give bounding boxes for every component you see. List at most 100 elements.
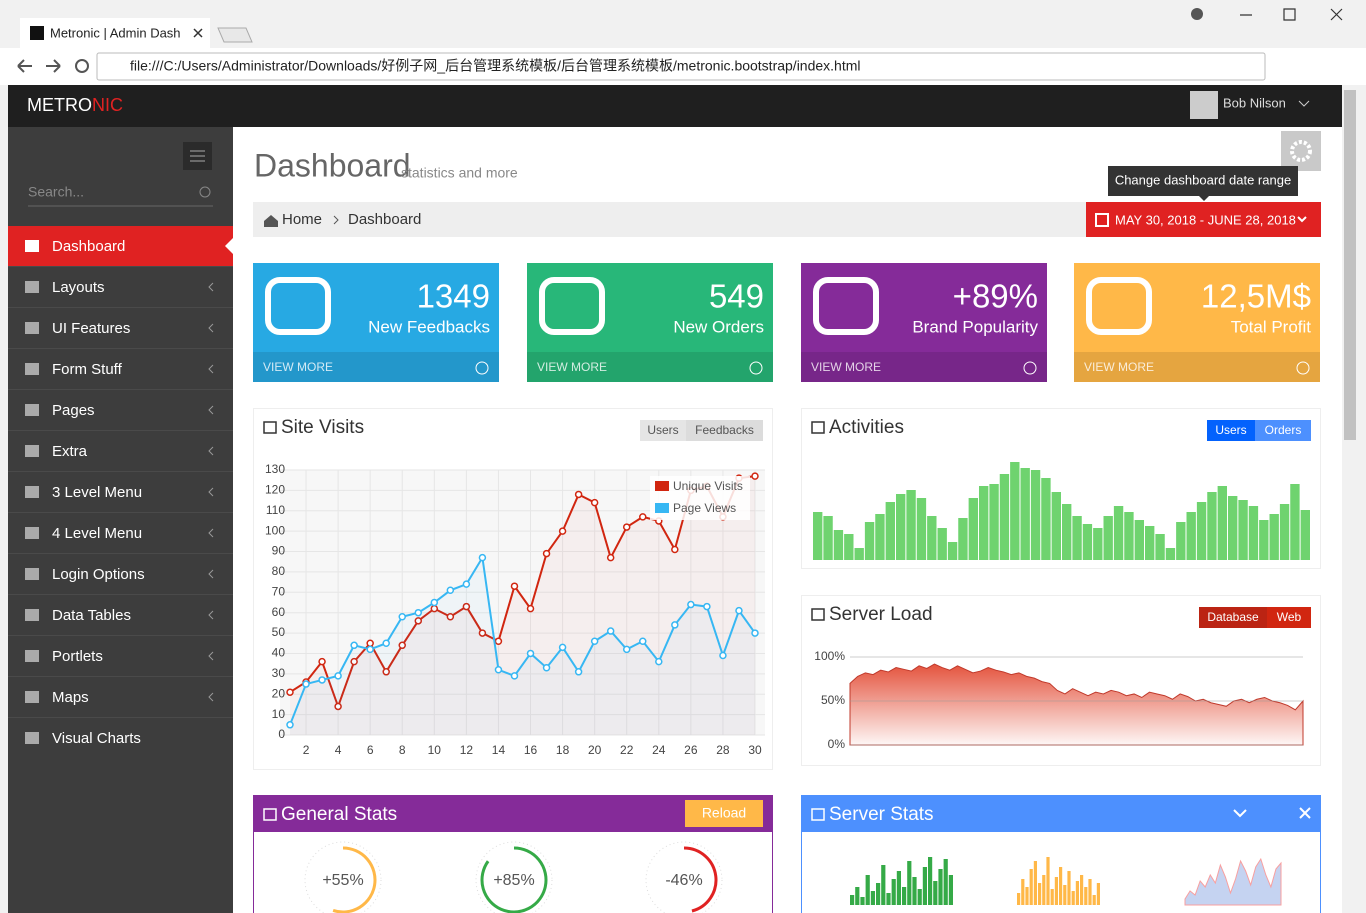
bar[interactable]: [1248, 506, 1259, 560]
bar[interactable]: [1124, 512, 1134, 560]
point[interactable]: [719, 651, 727, 660]
portlet-button[interactable]: [1267, 607, 1311, 628]
point[interactable]: [510, 582, 519, 590]
bar[interactable]: [1269, 514, 1279, 560]
menu-item[interactable]: Extra: [52, 443, 88, 460]
point[interactable]: [302, 680, 310, 688]
menu-item[interactable]: Login Options: [52, 566, 145, 583]
bar[interactable]: [1300, 510, 1310, 560]
point[interactable]: [350, 641, 358, 650]
point[interactable]: [462, 580, 471, 588]
point[interactable]: [382, 639, 390, 648]
portlet-button-label[interactable]: Database: [1207, 610, 1259, 624]
point[interactable]: [558, 643, 567, 652]
point[interactable]: [446, 613, 455, 621]
logo[interactable]: METRONIC: [27, 95, 123, 115]
point[interactable]: [318, 676, 326, 684]
bar[interactable]: [1010, 462, 1020, 560]
bar[interactable]: [875, 514, 885, 560]
reload-button[interactable]: [75, 59, 89, 73]
point[interactable]: [286, 721, 294, 729]
bar[interactable]: [1196, 502, 1207, 560]
portlet-button-label[interactable]: Users: [647, 423, 678, 437]
menu-item[interactable]: Portlets: [52, 648, 103, 665]
tile-link[interactable]: VIEW MORE: [537, 360, 607, 374]
bar[interactable]: [1134, 520, 1144, 560]
menu-item[interactable]: Data Tables: [52, 607, 131, 624]
point[interactable]: [494, 666, 503, 674]
portlet-button[interactable]: [640, 420, 686, 441]
point[interactable]: [542, 663, 551, 672]
bar[interactable]: [823, 516, 833, 560]
point[interactable]: [606, 553, 615, 562]
settings-button[interactable]: [1281, 131, 1321, 171]
point[interactable]: [526, 604, 535, 613]
bar[interactable]: [1228, 496, 1238, 560]
portlet-button[interactable]: [1199, 607, 1267, 628]
portlet-button[interactable]: [1255, 420, 1311, 441]
point[interactable]: [478, 629, 487, 637]
point[interactable]: [430, 598, 439, 607]
bar[interactable]: [1207, 492, 1217, 560]
bar[interactable]: [947, 542, 958, 560]
bar[interactable]: [937, 528, 947, 560]
menu-item[interactable]: Maps: [52, 689, 89, 706]
profile-icon[interactable]: [1191, 8, 1203, 20]
bar[interactable]: [999, 474, 1010, 560]
bar[interactable]: [844, 534, 854, 560]
tile-link[interactable]: VIEW MORE: [1084, 360, 1154, 374]
tab-close[interactable]: [193, 28, 203, 38]
search-placeholder[interactable]: Search...: [28, 184, 84, 200]
point[interactable]: [558, 527, 567, 535]
scroll-thumb[interactable]: [1344, 90, 1356, 440]
menu-item[interactable]: UI Features: [52, 320, 130, 337]
point[interactable]: [574, 668, 583, 676]
point[interactable]: [286, 688, 294, 696]
menu-item[interactable]: Pages: [52, 402, 95, 419]
portlet-button[interactable]: [686, 420, 763, 441]
point[interactable]: [622, 523, 631, 531]
portlet-button[interactable]: [685, 800, 763, 827]
user-name[interactable]: Bob Nilson: [1223, 95, 1286, 110]
search-icon[interactable]: [199, 186, 211, 198]
bar[interactable]: [854, 548, 864, 560]
bar[interactable]: [864, 522, 875, 560]
date-range-button[interactable]: [1086, 202, 1321, 237]
menu-item[interactable]: Dashboard: [52, 238, 125, 255]
point[interactable]: [622, 645, 631, 654]
bar[interactable]: [927, 516, 937, 560]
portlet-tools[interactable]: [1233, 807, 1311, 819]
point[interactable]: [334, 672, 342, 680]
menu-item[interactable]: 3 Level Menu: [52, 484, 142, 501]
point[interactable]: [735, 606, 743, 615]
window-controls[interactable]: [1240, 8, 1343, 21]
point[interactable]: [751, 629, 759, 637]
tile-footer[interactable]: [801, 352, 1047, 382]
bar[interactable]: [1290, 484, 1300, 560]
point[interactable]: [318, 657, 326, 666]
bar[interactable]: [1072, 516, 1082, 560]
point[interactable]: [414, 617, 423, 625]
bar[interactable]: [989, 484, 999, 560]
portlet-button-label[interactable]: Reload: [702, 805, 746, 821]
bar[interactable]: [896, 494, 906, 560]
tile-link[interactable]: VIEW MORE: [811, 360, 881, 374]
point[interactable]: [462, 602, 471, 611]
bar[interactable]: [968, 498, 978, 560]
bar[interactable]: [813, 512, 823, 560]
nav-buttons[interactable]: [17, 59, 61, 73]
point[interactable]: [366, 639, 374, 648]
point[interactable]: [526, 649, 535, 658]
point[interactable]: [687, 600, 695, 609]
point[interactable]: [382, 668, 390, 676]
tile-footer[interactable]: [527, 352, 773, 382]
bar[interactable]: [916, 498, 927, 560]
menu-item[interactable]: Layouts: [52, 279, 105, 296]
bar[interactable]: [833, 530, 844, 560]
bar[interactable]: [1051, 492, 1061, 560]
point[interactable]: [478, 553, 487, 562]
point[interactable]: [655, 657, 663, 666]
bar[interactable]: [1279, 504, 1290, 560]
bar[interactable]: [1041, 478, 1051, 560]
point[interactable]: [398, 613, 406, 621]
